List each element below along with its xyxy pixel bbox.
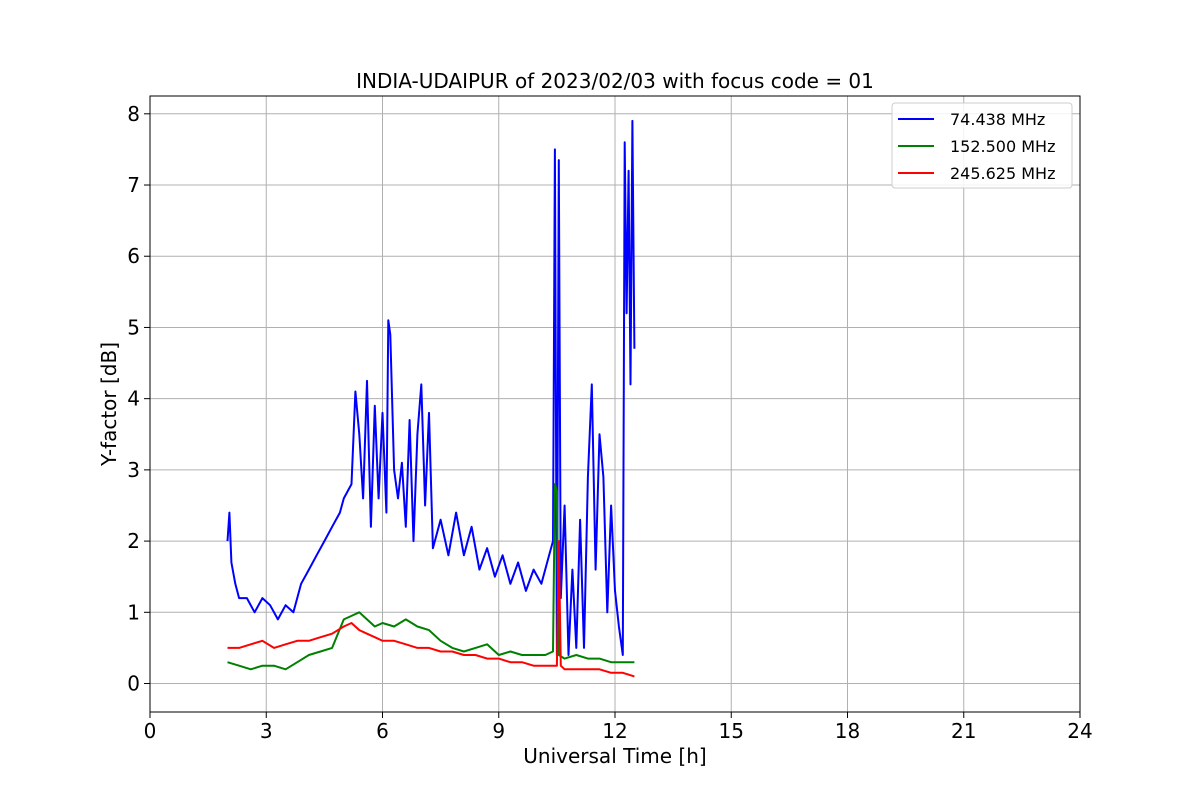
y-axis-label: Y-factor [dB] [97,342,121,467]
y-tick-label: 2 [127,529,140,553]
y-tick-label: 4 [127,387,140,411]
series-lines [226,119,636,678]
y-tick-label: 7 [127,173,140,197]
x-axis-ticks: 0 3 6 9 12 15 18 21 24 [144,712,1093,743]
x-tick-label: 6 [376,719,389,743]
x-tick-label: 18 [835,719,860,743]
legend: 74.438 MHz 152.500 MHz 245.625 MHz [891,102,1073,189]
x-tick-label: 0 [144,719,157,743]
legend-label-2: 152.500 MHz [950,137,1055,156]
y-tick-label: 1 [127,600,140,624]
x-axis-label: Universal Time [h] [523,744,706,768]
legend-label-3: 245.625 MHz [950,164,1055,183]
series-line-3 [227,540,635,678]
series-line-1 [226,119,636,656]
x-tick-label: 12 [602,719,627,743]
x-tick-label: 21 [951,719,976,743]
x-tick-label: 9 [492,719,505,743]
x-tick-label: 15 [719,719,744,743]
y-tick-label: 5 [127,315,140,339]
y-tick-label: 3 [127,458,140,482]
y-tick-label: 8 [127,102,140,126]
grid-lines [149,96,1081,712]
y-tick-label: 0 [127,672,140,696]
y-tick-label: 6 [127,244,140,268]
y-axis-ticks: 0 1 2 3 4 5 6 7 8 [127,102,150,696]
chart-title: INDIA-UDAIPUR of 2023/02/03 with focus c… [356,69,874,93]
x-tick-label: 3 [260,719,273,743]
legend-box [891,102,1073,189]
x-tick-label: 24 [1067,719,1092,743]
legend-label-1: 74.438 MHz [950,110,1045,129]
